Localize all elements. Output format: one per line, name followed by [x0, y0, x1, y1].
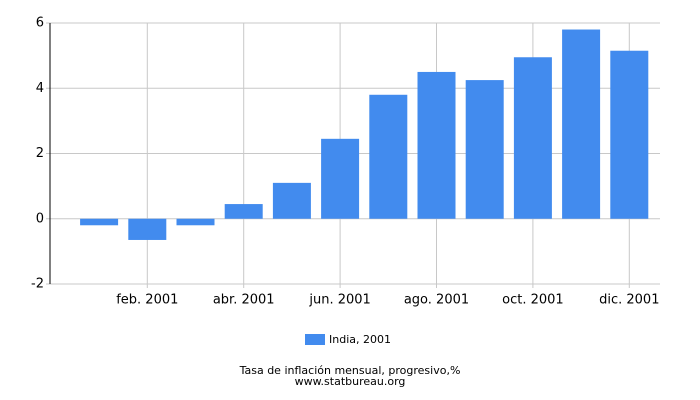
x-tick-label: feb. 2001 — [116, 293, 178, 308]
y-tick-label: 2 — [36, 146, 44, 161]
bar — [513, 57, 552, 219]
x-tick-label: ago. 2001 — [404, 293, 469, 308]
legend-swatch — [305, 334, 325, 345]
bar — [562, 29, 601, 219]
chart-source: www.statbureau.org — [295, 375, 406, 388]
bar — [176, 218, 215, 226]
y-tick-label: 4 — [36, 81, 44, 96]
bar — [610, 50, 649, 219]
x-tick-label: jun. 2001 — [308, 293, 370, 308]
x-tick-label: dic. 2001 — [599, 293, 659, 308]
bar — [128, 218, 167, 240]
legend-label: India, 2001 — [329, 333, 391, 346]
bar — [465, 80, 504, 219]
y-tick-label: -2 — [31, 277, 44, 292]
x-tick-label: oct. 2001 — [502, 293, 564, 308]
bar — [272, 182, 311, 219]
x-tick-label: abr. 2001 — [213, 293, 275, 308]
bar — [80, 218, 119, 226]
y-tick-label: 6 — [36, 16, 44, 31]
bar — [417, 71, 456, 219]
chart-caption: Tasa de inflación mensual, progresivo,% — [239, 364, 461, 377]
bar — [321, 138, 360, 219]
bar — [224, 204, 263, 219]
y-tick-label: 0 — [36, 211, 44, 226]
bar — [369, 94, 408, 219]
